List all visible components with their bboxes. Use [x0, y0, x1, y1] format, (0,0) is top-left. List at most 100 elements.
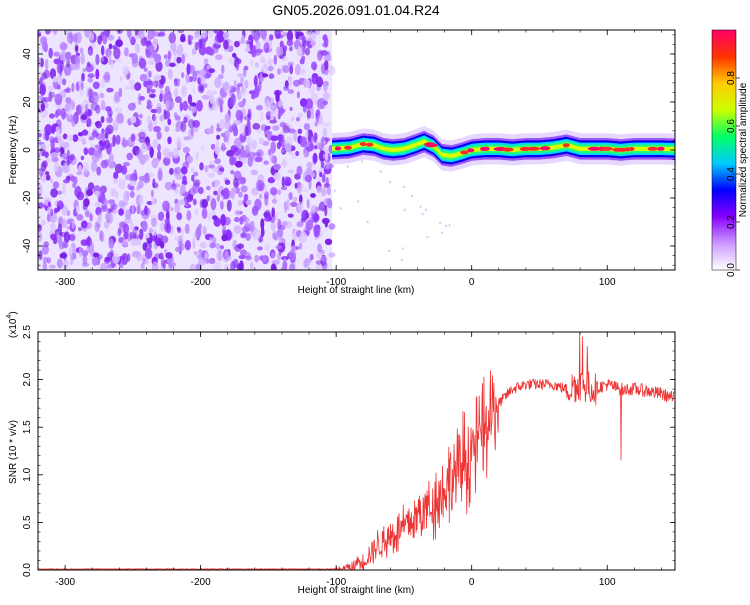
spectrogram-x-tick-label: 100: [599, 277, 616, 288]
noise-speckle: [328, 252, 336, 258]
noise-speckle: [202, 225, 207, 236]
noise-speckle: [270, 109, 274, 120]
noise-speckle: [114, 163, 123, 174]
noise-speckle: [38, 132, 42, 138]
noise-speckle: [144, 205, 148, 216]
noise-speckle: [321, 187, 327, 197]
noise-speckle: [70, 253, 74, 266]
colorbar: 0.0 0.2 0.4 0.6 0.8 Normalized spectral ampl…: [711, 29, 749, 277]
noise-stray-dot: [410, 194, 414, 197]
noise-speckle: [41, 72, 47, 80]
snr-x-tick-label: -100: [326, 577, 346, 588]
noise-speckle: [222, 32, 230, 39]
noise-speckle: [321, 173, 326, 183]
noise-speckle: [318, 97, 325, 108]
noise-speckle: [57, 135, 64, 145]
noise-speckle: [127, 102, 136, 111]
noise-speckle: [58, 236, 63, 247]
noise-speckle: [80, 53, 85, 65]
noise-speckle: [125, 209, 132, 220]
noise-speckle: [117, 227, 122, 236]
noise-speckle: [243, 66, 247, 78]
noise-speckle: [150, 89, 156, 93]
noise-speckle: [286, 30, 294, 42]
noise-speckle: [214, 77, 222, 89]
noise-speckle: [111, 203, 118, 211]
noise-speckle: [169, 62, 176, 67]
noise-speckle: [178, 199, 185, 205]
noise-speckle: [187, 94, 193, 105]
noise-speckle: [252, 228, 261, 241]
carrier-peak-blob: [334, 146, 342, 151]
noise-speckle: [236, 263, 244, 270]
noise-speckle: [180, 184, 186, 194]
noise-speckle: [214, 158, 221, 165]
noise-speckle: [300, 217, 306, 222]
noise-speckle: [277, 108, 286, 114]
noise-speckle: [150, 189, 154, 198]
noise-speckle: [45, 30, 52, 34]
noise-speckle: [176, 44, 184, 57]
noise-speckle: [180, 227, 184, 239]
noise-speckle: [187, 119, 196, 129]
noise-speckle: [250, 59, 254, 66]
noise-speckle: [176, 56, 182, 64]
noise-speckle: [235, 61, 240, 71]
noise-speckle: [312, 172, 316, 178]
snr-plot-area: [38, 332, 675, 570]
noise-speckle: [80, 82, 84, 90]
noise-speckle: [151, 217, 157, 227]
noise-speckle: [74, 190, 78, 195]
noise-speckle: [212, 166, 219, 173]
noise-speckle: [96, 223, 101, 228]
noise-speckle: [241, 86, 247, 97]
noise-speckle: [306, 198, 310, 209]
noise-speckle: [286, 198, 290, 211]
noise-speckle: [288, 192, 293, 201]
noise-speckle: [96, 166, 102, 176]
noise-speckle: [100, 78, 105, 89]
noise-speckle: [83, 162, 89, 173]
noise-speckle: [304, 174, 312, 183]
noise-speckle: [281, 148, 285, 154]
noise-speckle: [208, 257, 216, 265]
noise-speckle: [192, 87, 196, 95]
noise-stray-dot: [400, 258, 403, 262]
noise-speckle: [267, 215, 272, 221]
noise-speckle: [209, 242, 216, 249]
noise-speckle: [104, 127, 112, 135]
noise-speckle: [118, 178, 126, 190]
noise-speckle: [320, 50, 328, 56]
noise-stray-dot: [379, 170, 382, 173]
snr-x-tick-label: -200: [191, 577, 211, 588]
noise-speckle: [153, 125, 161, 133]
noise-speckle: [153, 114, 157, 126]
noise-speckle: [53, 30, 58, 35]
noise-speckle: [114, 91, 120, 103]
noise-speckle: [252, 139, 257, 150]
noise-speckle: [152, 237, 161, 243]
noise-speckle: [240, 34, 245, 45]
noise-speckle: [181, 53, 185, 65]
noise-speckle: [104, 139, 110, 150]
noise-speckle: [273, 54, 277, 65]
carrier-peak-blob: [502, 147, 514, 152]
noise-speckle: [54, 93, 63, 106]
noise-speckle: [61, 141, 70, 149]
noise-speckle: [139, 73, 148, 82]
noise-speckle: [56, 231, 60, 239]
noise-speckle: [213, 261, 221, 270]
noise-speckle: [282, 260, 287, 270]
noise-speckle: [138, 228, 144, 240]
noise-speckle: [54, 110, 59, 118]
noise-stray-dot: [333, 189, 336, 192]
noise-speckle: [158, 167, 163, 176]
noise-speckle: [284, 205, 288, 214]
noise-speckle: [70, 175, 76, 183]
noise-speckle: [167, 68, 173, 80]
noise-speckle: [238, 101, 246, 108]
noise-speckle: [189, 263, 197, 270]
noise-speckle: [288, 249, 297, 261]
noise-speckle: [310, 193, 316, 198]
noise-speckle: [43, 96, 51, 103]
